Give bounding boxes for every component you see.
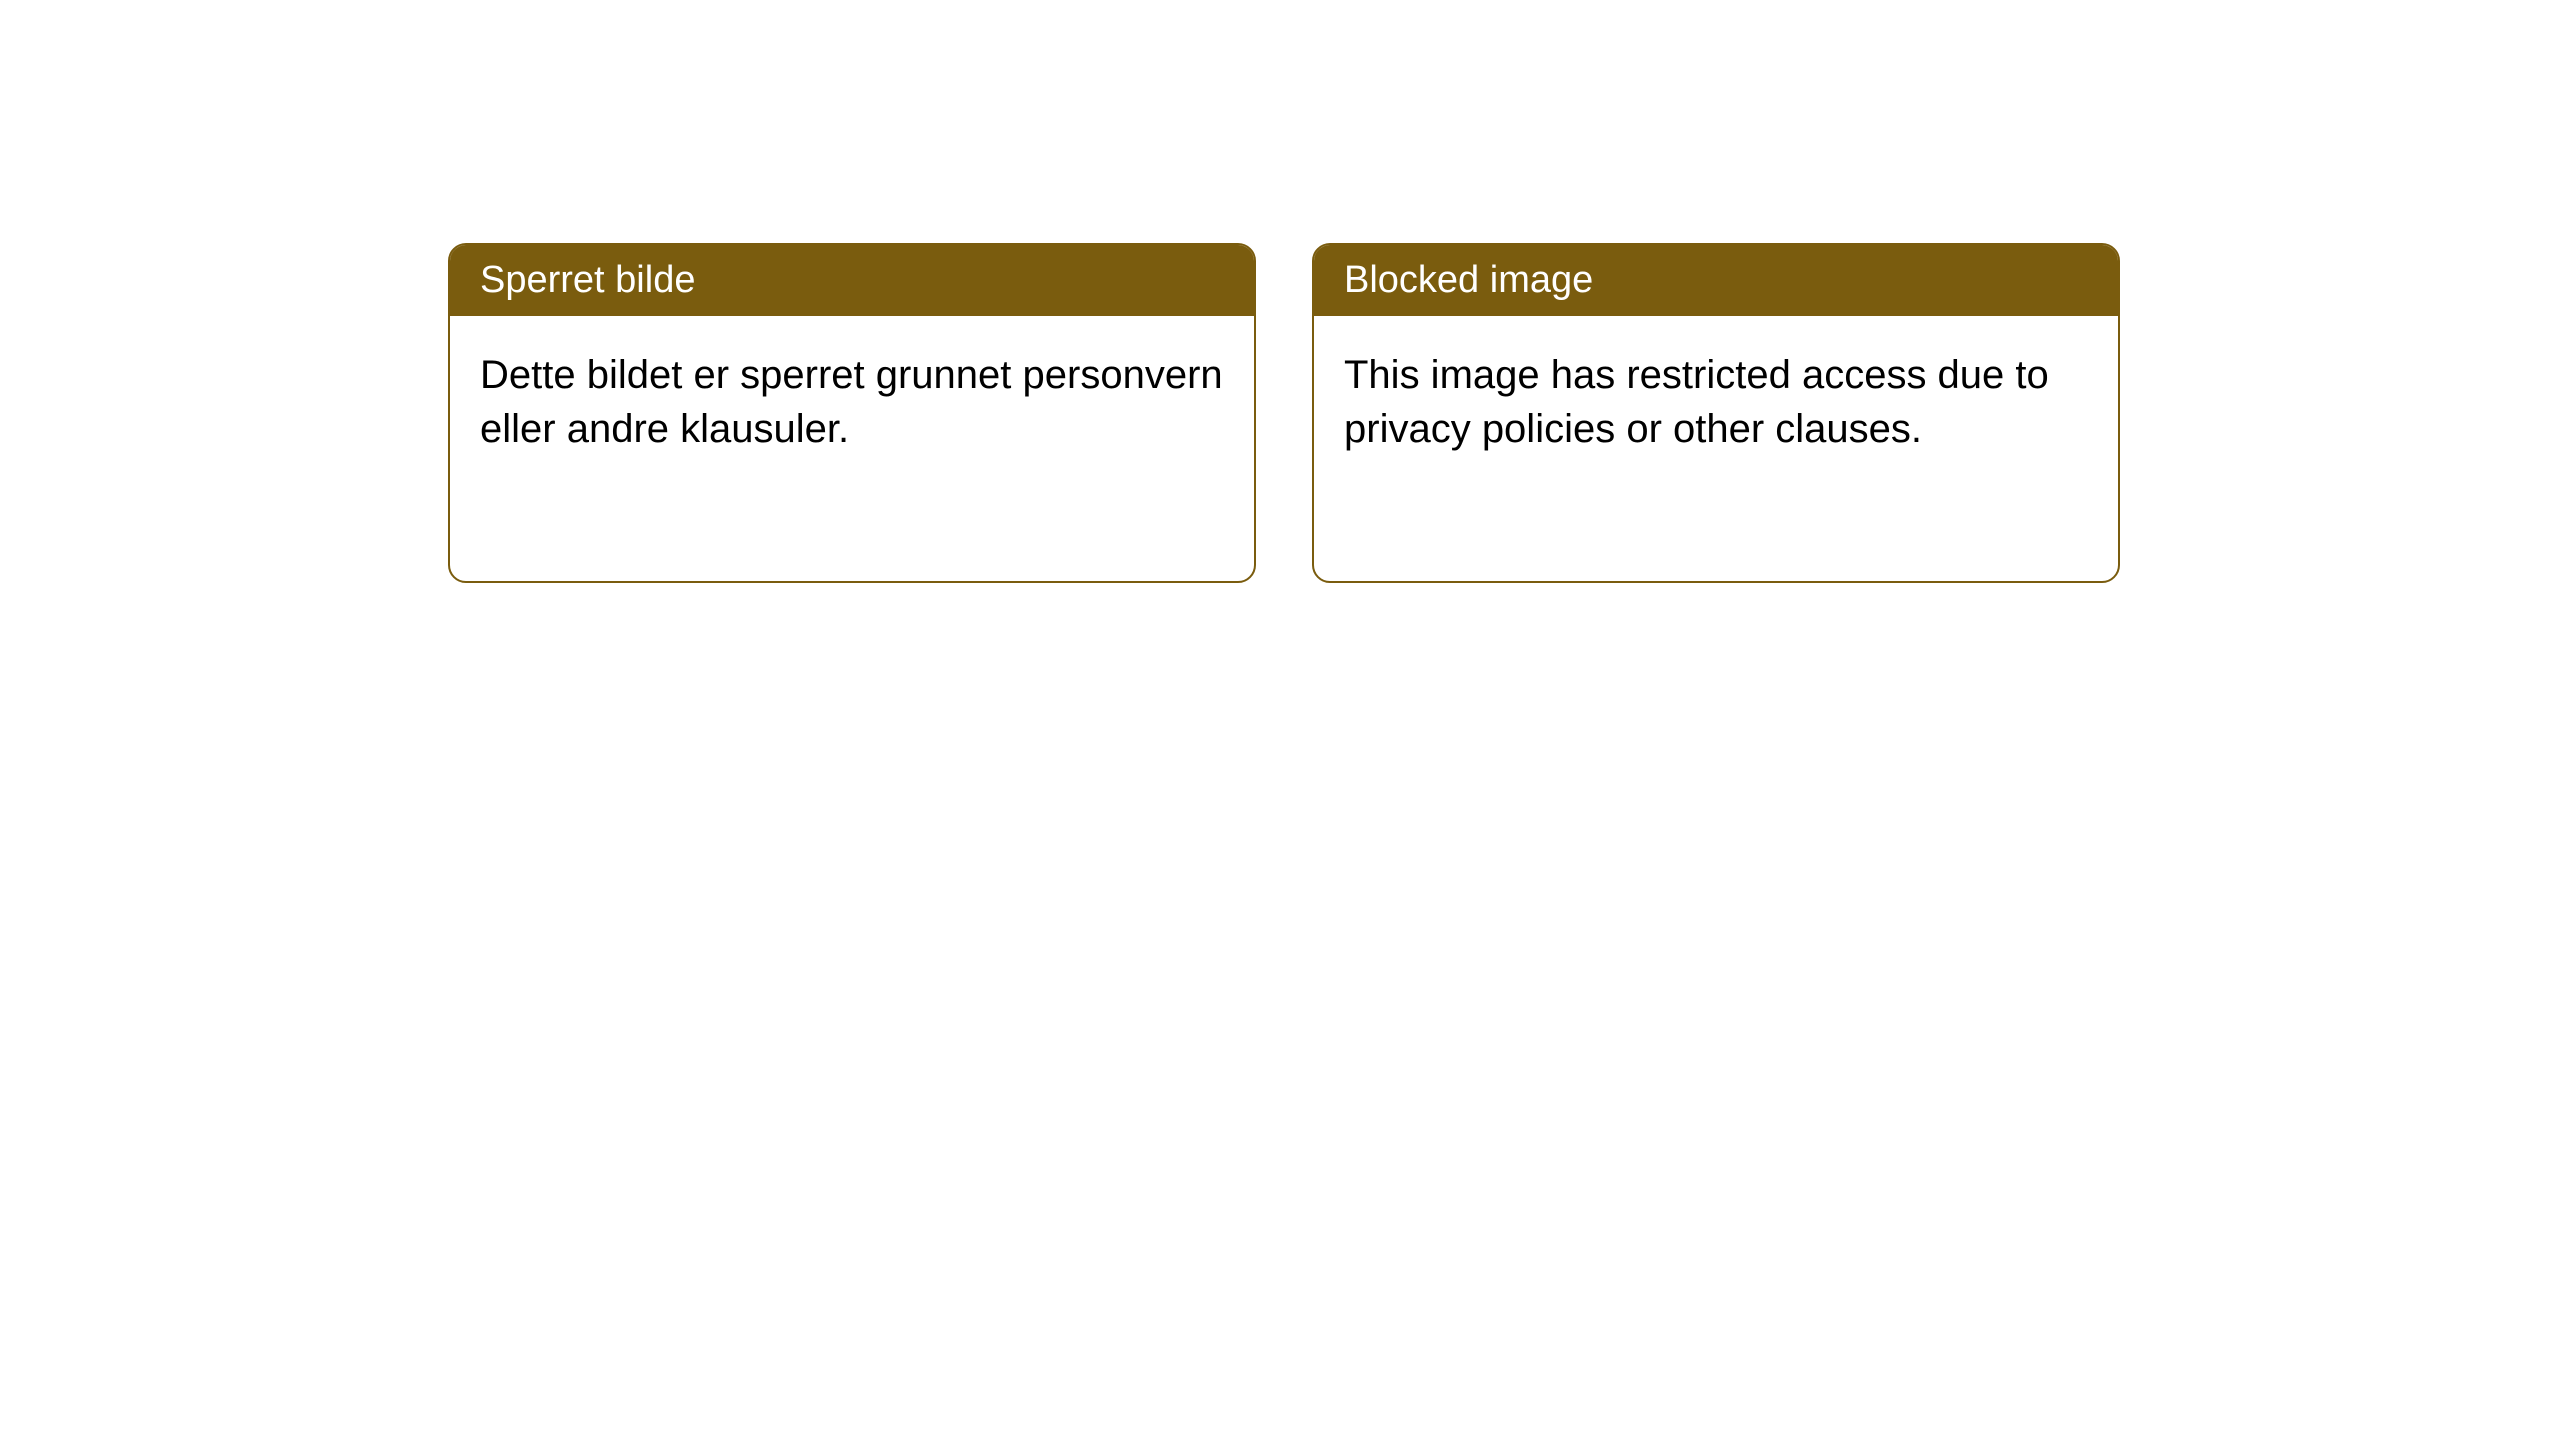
card-header: Blocked image bbox=[1314, 245, 2118, 316]
card-body-text: Dette bildet er sperret grunnet personve… bbox=[480, 353, 1223, 451]
notice-card-english: Blocked image This image has restricted … bbox=[1312, 243, 2120, 583]
card-header: Sperret bilde bbox=[450, 245, 1254, 316]
card-body-text: This image has restricted access due to … bbox=[1344, 353, 2049, 451]
card-title: Blocked image bbox=[1344, 259, 1593, 301]
card-body: This image has restricted access due to … bbox=[1314, 316, 2118, 488]
notice-container: Sperret bilde Dette bildet er sperret gr… bbox=[448, 243, 2120, 583]
notice-card-norwegian: Sperret bilde Dette bildet er sperret gr… bbox=[448, 243, 1256, 583]
card-body: Dette bildet er sperret grunnet personve… bbox=[450, 316, 1254, 488]
card-title: Sperret bilde bbox=[480, 259, 695, 301]
